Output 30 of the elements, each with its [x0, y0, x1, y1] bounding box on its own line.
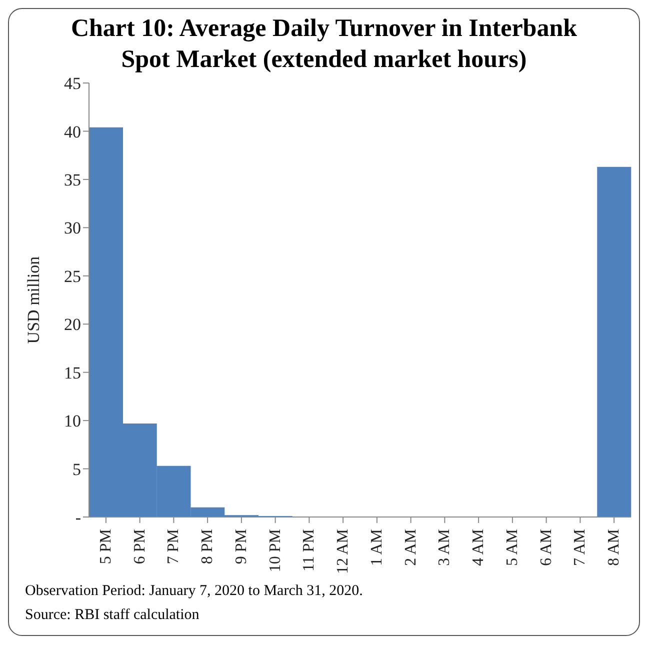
- x-tick-label: 6 AM: [538, 529, 555, 566]
- y-tick-label: 35: [64, 170, 81, 190]
- y-tick-label: 20: [64, 315, 81, 334]
- x-tick-label: 11 PM: [300, 529, 318, 572]
- y-tick-label: 30: [64, 218, 81, 238]
- x-tick-label: 9 PM: [232, 529, 250, 564]
- y-tick-label: 10: [64, 412, 81, 431]
- source-note: Source: RBI staff calculation: [25, 606, 200, 625]
- x-tick-label: 7 PM: [165, 529, 182, 564]
- text: Observation Period: January 7, 2020 to March 31, 2020.: [25, 582, 364, 601]
- x-tick-label: 6 PM: [131, 529, 148, 564]
- x-tick-label: 8 AM: [606, 529, 623, 566]
- y-tick-label: 15: [64, 363, 81, 382]
- x-tick-label: 5 AM: [504, 529, 521, 566]
- x-tick-label: 8 PM: [199, 529, 216, 564]
- y-tick-label: -: [75, 508, 82, 528]
- chart-title: Chart 10: Average Daily Turnover in Interbank Spot Market (extended market hours): [70, 14, 578, 75]
- y-tick-label: 45: [64, 74, 81, 94]
- y-axis-title: USD million: [24, 256, 44, 344]
- x-tick-label: 1 AM: [368, 529, 386, 566]
- x-tick-label: 3 AM: [436, 529, 454, 566]
- x-tick-label: 2 AM: [402, 529, 420, 566]
- y-tick-label: 25: [64, 266, 81, 286]
- x-tick-label: 7 AM: [572, 529, 589, 566]
- x-tick-label: 5 PM: [97, 529, 114, 564]
- x-tick-label: 12 AM: [334, 529, 352, 574]
- x-tick-label: 10 PM: [266, 529, 284, 572]
- x-tick-label: 4 AM: [470, 529, 488, 566]
- y-tick-label: 40: [64, 122, 81, 142]
- y-tick-label: 5: [72, 460, 81, 479]
